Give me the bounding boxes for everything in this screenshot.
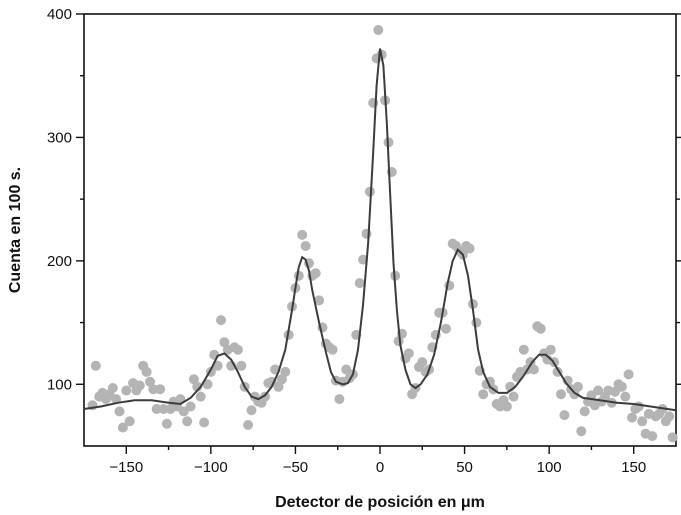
- data-point: [364, 186, 375, 197]
- x-tick-label: 100: [537, 459, 562, 476]
- data-point: [464, 243, 475, 254]
- data-point: [107, 383, 118, 393]
- x-tick-label: −50: [283, 459, 308, 476]
- x-tick-label: 50: [456, 459, 473, 476]
- fit-curve: [83, 48, 677, 412]
- data-point: [192, 381, 203, 392]
- data-point: [334, 394, 345, 405]
- data-point: [212, 360, 223, 371]
- data-point: [185, 401, 196, 412]
- data-point: [216, 315, 226, 326]
- data-point: [664, 411, 675, 422]
- data-point: [202, 379, 213, 390]
- data-point: [441, 323, 451, 334]
- data-point: [260, 391, 270, 402]
- data-point: [535, 323, 546, 334]
- data-point: [667, 432, 678, 443]
- x-axis-label: Detector de posición en μm: [275, 494, 485, 511]
- y-tick-label: 400: [47, 6, 72, 23]
- data-point: [188, 374, 199, 385]
- data-point: [478, 389, 489, 400]
- data-point: [616, 381, 627, 392]
- data-point: [633, 401, 644, 412]
- data-point: [354, 278, 365, 289]
- x-tick-label: −100: [194, 459, 228, 476]
- data-point: [327, 344, 338, 355]
- data-point: [314, 295, 325, 306]
- data-point: [134, 380, 145, 391]
- data-point: [246, 405, 257, 416]
- data-point: [361, 228, 372, 239]
- data-point: [280, 366, 291, 377]
- data-point: [620, 391, 631, 402]
- data-point: [647, 431, 658, 442]
- data-point: [403, 348, 414, 359]
- data-point: [373, 25, 384, 35]
- data-point: [111, 394, 122, 405]
- data-point: [508, 391, 519, 402]
- data-point: [209, 349, 220, 360]
- axis-ticks: −150 −100 −50 0 50 100 150 100 200 300 400: [47, 6, 681, 476]
- data-point: [545, 344, 556, 355]
- data-point: [417, 357, 428, 368]
- data-point: [199, 417, 210, 428]
- y-tick-label: 300: [47, 129, 72, 146]
- data-point: [90, 360, 101, 371]
- data-point: [556, 389, 566, 400]
- data-point: [121, 385, 132, 396]
- data-point: [236, 360, 247, 371]
- data-point: [300, 241, 311, 251]
- data-point: [559, 410, 570, 421]
- data-point: [576, 426, 587, 437]
- data-point: [117, 422, 128, 433]
- data-point: [141, 366, 152, 377]
- data-point: [273, 381, 284, 392]
- data-point: [195, 391, 206, 402]
- data-point: [518, 344, 529, 355]
- data-point: [637, 416, 648, 427]
- data-point: [310, 268, 321, 279]
- y-tick-label: 100: [47, 376, 72, 393]
- data-point: [297, 229, 308, 240]
- y-tick-label: 200: [47, 253, 72, 270]
- data-point: [627, 412, 637, 423]
- data-point: [471, 317, 482, 328]
- data-point: [182, 416, 193, 427]
- data-point: [155, 384, 166, 395]
- data-point: [124, 416, 135, 427]
- data-point: [114, 406, 125, 417]
- data-point: [243, 420, 254, 430]
- data-point: [579, 406, 590, 417]
- plot-frame: [83, 13, 677, 447]
- x-tick-label: 150: [621, 459, 646, 476]
- data-point: [623, 369, 634, 380]
- x-tick-label: −150: [109, 459, 143, 476]
- data-point: [501, 401, 512, 412]
- data-point: [572, 381, 583, 392]
- x-tick-label: 0: [376, 459, 384, 476]
- data-point: [232, 344, 243, 355]
- scatter-points: [87, 25, 678, 443]
- y-axis-label: Cuenta en 100 s.: [7, 167, 24, 293]
- data-point: [593, 385, 604, 396]
- data-point: [161, 418, 172, 429]
- data-point: [528, 364, 539, 375]
